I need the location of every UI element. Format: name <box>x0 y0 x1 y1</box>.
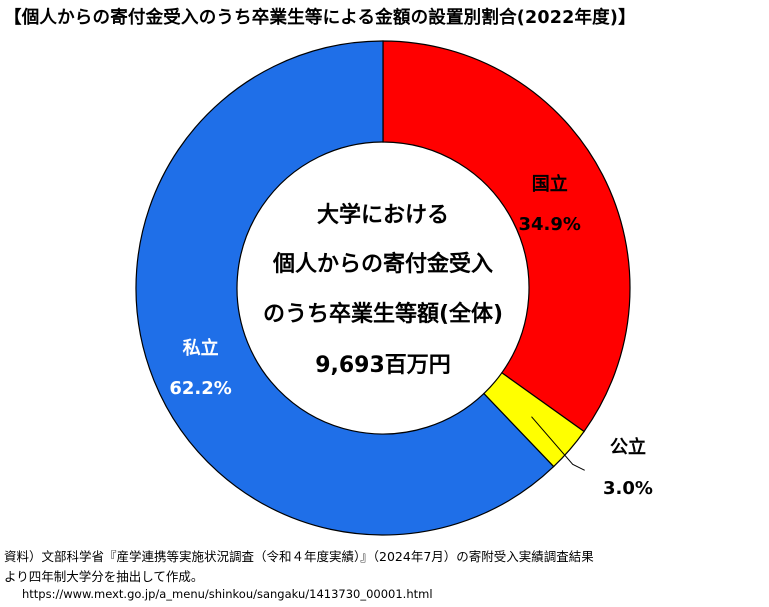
source-note-line2: より四年制大学分を抽出して作成。 <box>4 569 204 584</box>
slice-label-2: 私立 <box>183 337 219 359</box>
slice-value-2: 62.2% <box>169 378 231 399</box>
donut-chart: 国立 34.9% 私立 62.2% 公立 3.0% 大学における個人からの寄付金受入のうち卒… <box>135 40 653 536</box>
source-url: https://www.mext.go.jp/a_menu/shinkou/sa… <box>22 587 433 601</box>
slice-2 <box>135 40 555 536</box>
slice-value-0: 34.9% <box>518 214 580 235</box>
center-text-line-2: のうち卒業生等額(全体) <box>263 301 503 327</box>
slice-0 <box>382 40 631 433</box>
leader-line-1 <box>531 416 585 471</box>
center-text-line-1: 個人からの寄付金受入 <box>272 251 493 277</box>
source-note-line1: 資料）文部科学省『産学連携等実施状況調査（令和４年度実績）』（2024年7月）の… <box>4 549 594 564</box>
slice-label-0: 国立 <box>532 173 568 195</box>
slice-label-1: 公立 <box>610 436 646 458</box>
center-text-line-3: 9,693百万円 <box>315 353 451 378</box>
slice-value-1: 3.0% <box>603 478 653 499</box>
chart-title: 【個人からの寄付金受入のうち卒業生等による金額の設置別割合(2022年度)】 <box>4 8 636 28</box>
center-text-line-0: 大学における <box>317 202 449 228</box>
